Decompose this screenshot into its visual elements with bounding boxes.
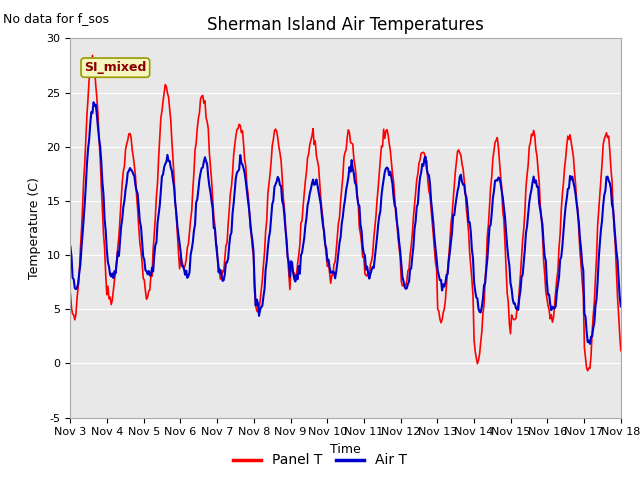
Air T bbox=[519, 272, 527, 278]
Panel T bbox=[332, 247, 340, 253]
Air T bbox=[606, 180, 614, 186]
Air T bbox=[332, 269, 340, 275]
Line: Air T: Air T bbox=[70, 102, 621, 344]
Panel T bbox=[396, 244, 403, 250]
Panel T bbox=[606, 147, 614, 153]
Panel T bbox=[617, 348, 625, 353]
Legend: Panel T, Air T: Panel T, Air T bbox=[227, 448, 413, 473]
Y-axis label: Temperature (C): Temperature (C) bbox=[28, 177, 41, 279]
Text: No data for f_sos: No data for f_sos bbox=[3, 12, 109, 25]
Panel T bbox=[365, 276, 373, 281]
Air T bbox=[67, 244, 74, 250]
Panel T bbox=[519, 238, 527, 243]
Air T bbox=[586, 341, 594, 347]
Air T bbox=[90, 99, 97, 105]
Panel T bbox=[67, 291, 74, 297]
Panel T bbox=[584, 368, 591, 373]
Air T bbox=[617, 303, 625, 309]
X-axis label: Time: Time bbox=[330, 443, 361, 456]
Text: SI_mixed: SI_mixed bbox=[84, 61, 147, 74]
Panel T bbox=[88, 52, 96, 58]
Air T bbox=[329, 268, 337, 274]
Air T bbox=[365, 276, 373, 281]
Panel T bbox=[329, 272, 337, 278]
Line: Panel T: Panel T bbox=[70, 55, 621, 371]
Air T bbox=[396, 239, 403, 245]
Title: Sherman Island Air Temperatures: Sherman Island Air Temperatures bbox=[207, 16, 484, 34]
